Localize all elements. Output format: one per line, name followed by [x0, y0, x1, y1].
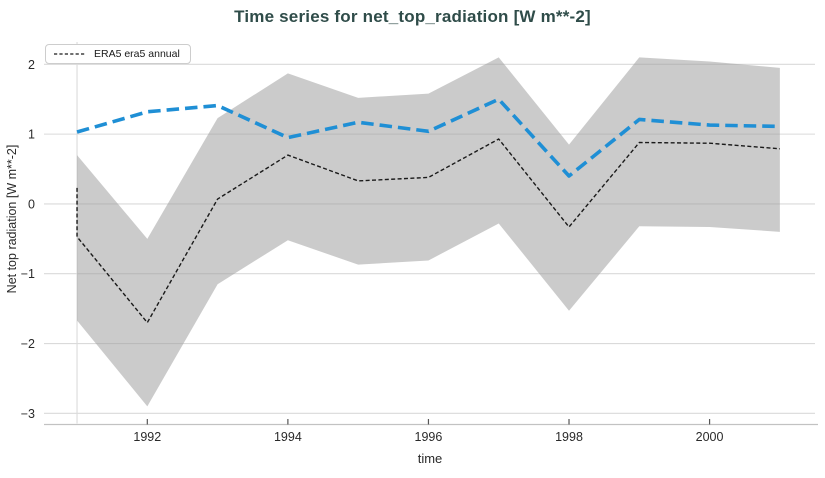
y-tick-label: −2	[21, 337, 35, 351]
x-tick-label: 1992	[133, 430, 161, 444]
x-tick-label: 1994	[274, 430, 302, 444]
y-axis-title: Net top radiation [W m**-2]	[5, 144, 19, 294]
legend-box: ERA5 era5 annual	[45, 44, 191, 64]
legend-dashed-line-sample	[54, 53, 85, 55]
x-tick-label: 2000	[696, 430, 724, 444]
series-line-blue	[76, 97, 780, 178]
y-tick-label: 0	[28, 197, 35, 211]
y-tick-label: 1	[28, 128, 35, 142]
uncertainty-band	[77, 57, 780, 407]
series-line-era5-annual	[76, 138, 780, 324]
legend-item-label: ERA5 era5 annual	[94, 48, 180, 60]
x-tick-label: 1996	[415, 430, 443, 444]
chart-title: Time series for net_top_radiation [W m**…	[234, 7, 591, 26]
y-tick-label: −3	[21, 407, 35, 421]
x-axis-title: time	[417, 451, 443, 466]
y-tick-label: 2	[28, 58, 35, 72]
y-tick-label: −1	[21, 267, 35, 281]
x-tick-label: 1998	[555, 430, 583, 444]
